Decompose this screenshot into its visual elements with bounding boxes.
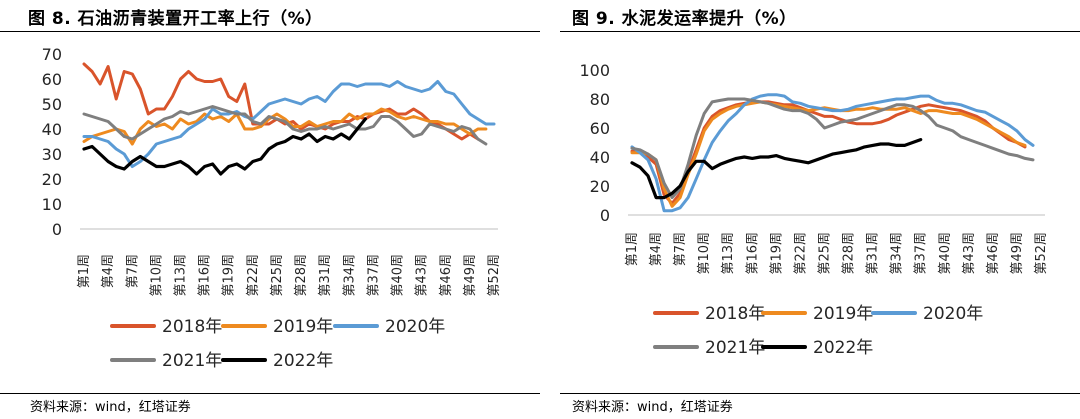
title-rule	[0, 31, 540, 32]
x-tick-label: 第25周	[270, 254, 285, 297]
chart-title: 图 9. 水泥发运率提升（%）	[572, 9, 797, 29]
x-tick-label: 第19周	[222, 254, 237, 297]
y-tick-label: 0	[600, 206, 610, 225]
legend-label: 2022年	[273, 351, 333, 371]
y-tick-label: 80	[590, 90, 610, 109]
x-tick-label: 第40周	[938, 232, 953, 275]
series-line-2022年	[630, 138, 923, 200]
x-tick-label: 第25周	[817, 232, 832, 275]
x-tick-label: 第40周	[391, 254, 406, 297]
chart-panel-fig9: 图 9. 水泥发运率提升（%） 0 20 40 60 80 100 第1周 第4周 第7周 第10…	[560, 0, 1080, 419]
y-tick-label: 0	[52, 220, 62, 239]
y-tick-label: 50	[42, 95, 62, 114]
source-rule	[560, 393, 1080, 394]
x-tick-label: 第22周	[793, 232, 808, 275]
x-tick-label: 第13周	[721, 232, 736, 275]
y-tick-label: 40	[590, 148, 610, 167]
x-tick-label: 第22周	[246, 254, 261, 297]
x-tick-label: 第16周	[745, 232, 760, 275]
title-rule	[560, 31, 1080, 32]
x-tick-label: 第28周	[294, 254, 309, 297]
x-tick-label: 第46周	[439, 254, 454, 297]
source-note: 资料来源：wind，红塔证券	[30, 400, 191, 415]
y-tick-label: 60	[42, 70, 62, 89]
chart-fig8: 0 10 20 30 40 50 60 70 第1周 第4周 第7周 第10周 第13周 第16周 第19周…	[42, 45, 502, 371]
series-line-2019年	[82, 107, 488, 146]
chart-title: 图 8. 石油沥青装置开工率上行（%）	[28, 9, 323, 29]
y-tick-label: 60	[590, 119, 610, 138]
x-tick-label: 第49周	[463, 254, 478, 297]
x-tick-label: 第10周	[149, 254, 164, 297]
x-tick-label: 第43周	[415, 254, 430, 297]
source-note: 资料来源：wind，红塔证券	[572, 400, 733, 415]
x-tick-label: 第13周	[173, 254, 188, 297]
x-tick-label: 第10周	[697, 232, 712, 275]
legend-label: 2019年	[273, 317, 333, 337]
legend-label: 2020年	[385, 317, 445, 337]
legend-label: 2019年	[813, 304, 873, 324]
y-tick-label: 40	[42, 120, 62, 139]
x-tick-label: 第1周	[625, 232, 640, 266]
y-tick-label: 30	[42, 145, 62, 164]
legend-label: 2021年	[705, 338, 765, 358]
series-line-2021年	[82, 105, 488, 146]
x-tick-label: 第43周	[962, 232, 977, 275]
y-tick-label: 10	[42, 195, 62, 214]
y-tick-label: 20	[42, 170, 62, 189]
y-tick-label: 70	[42, 45, 62, 64]
series-line-2021年	[630, 97, 1035, 200]
x-tick-label: 第31周	[866, 232, 881, 275]
x-tick-label: 第37周	[366, 254, 381, 297]
series-line-2022年	[82, 117, 367, 176]
legend-label: 2021年	[162, 351, 222, 371]
legend-label: 2022年	[813, 338, 873, 358]
x-tick-label: 第37周	[914, 232, 929, 275]
x-tick-label: 第52周	[487, 254, 502, 297]
x-tick-label: 第52周	[1034, 232, 1049, 275]
x-tick-label: 第4周	[101, 254, 116, 288]
source-rule	[0, 393, 540, 394]
x-tick-label: 第46周	[986, 232, 1001, 275]
x-tick-label: 第1周	[77, 254, 92, 288]
series-line-2020年	[630, 93, 1035, 213]
x-tick-label: 第28周	[842, 232, 857, 275]
y-tick-label: 20	[590, 177, 610, 196]
y-tick-label: 100	[579, 61, 610, 80]
x-tick-label: 第49周	[1010, 232, 1025, 275]
chart-fig9: 0 20 40 60 80 100 第1周 第4周 第7周 第10周 第13周 第16周 第19周 第22…	[579, 61, 1049, 358]
legend-label: 2020年	[923, 304, 983, 324]
legend-label: 2018年	[162, 317, 222, 337]
x-tick-label: 第7周	[125, 254, 140, 288]
x-tick-label: 第16周	[198, 254, 213, 297]
x-tick-label: 第34周	[890, 232, 905, 275]
chart-panel-fig8: 图 8. 石油沥青装置开工率上行（%） 0 10 20 30 40 50 60 70 第1周 第4…	[0, 9, 540, 415]
series-line-2020年	[82, 80, 496, 168]
x-tick-label: 第31周	[318, 254, 333, 297]
x-tick-label: 第4周	[649, 232, 664, 266]
x-tick-label: 第7周	[673, 232, 688, 266]
x-tick-label: 第34周	[342, 254, 357, 297]
legend-label: 2018年	[705, 304, 765, 324]
x-tick-label: 第19周	[769, 232, 784, 275]
